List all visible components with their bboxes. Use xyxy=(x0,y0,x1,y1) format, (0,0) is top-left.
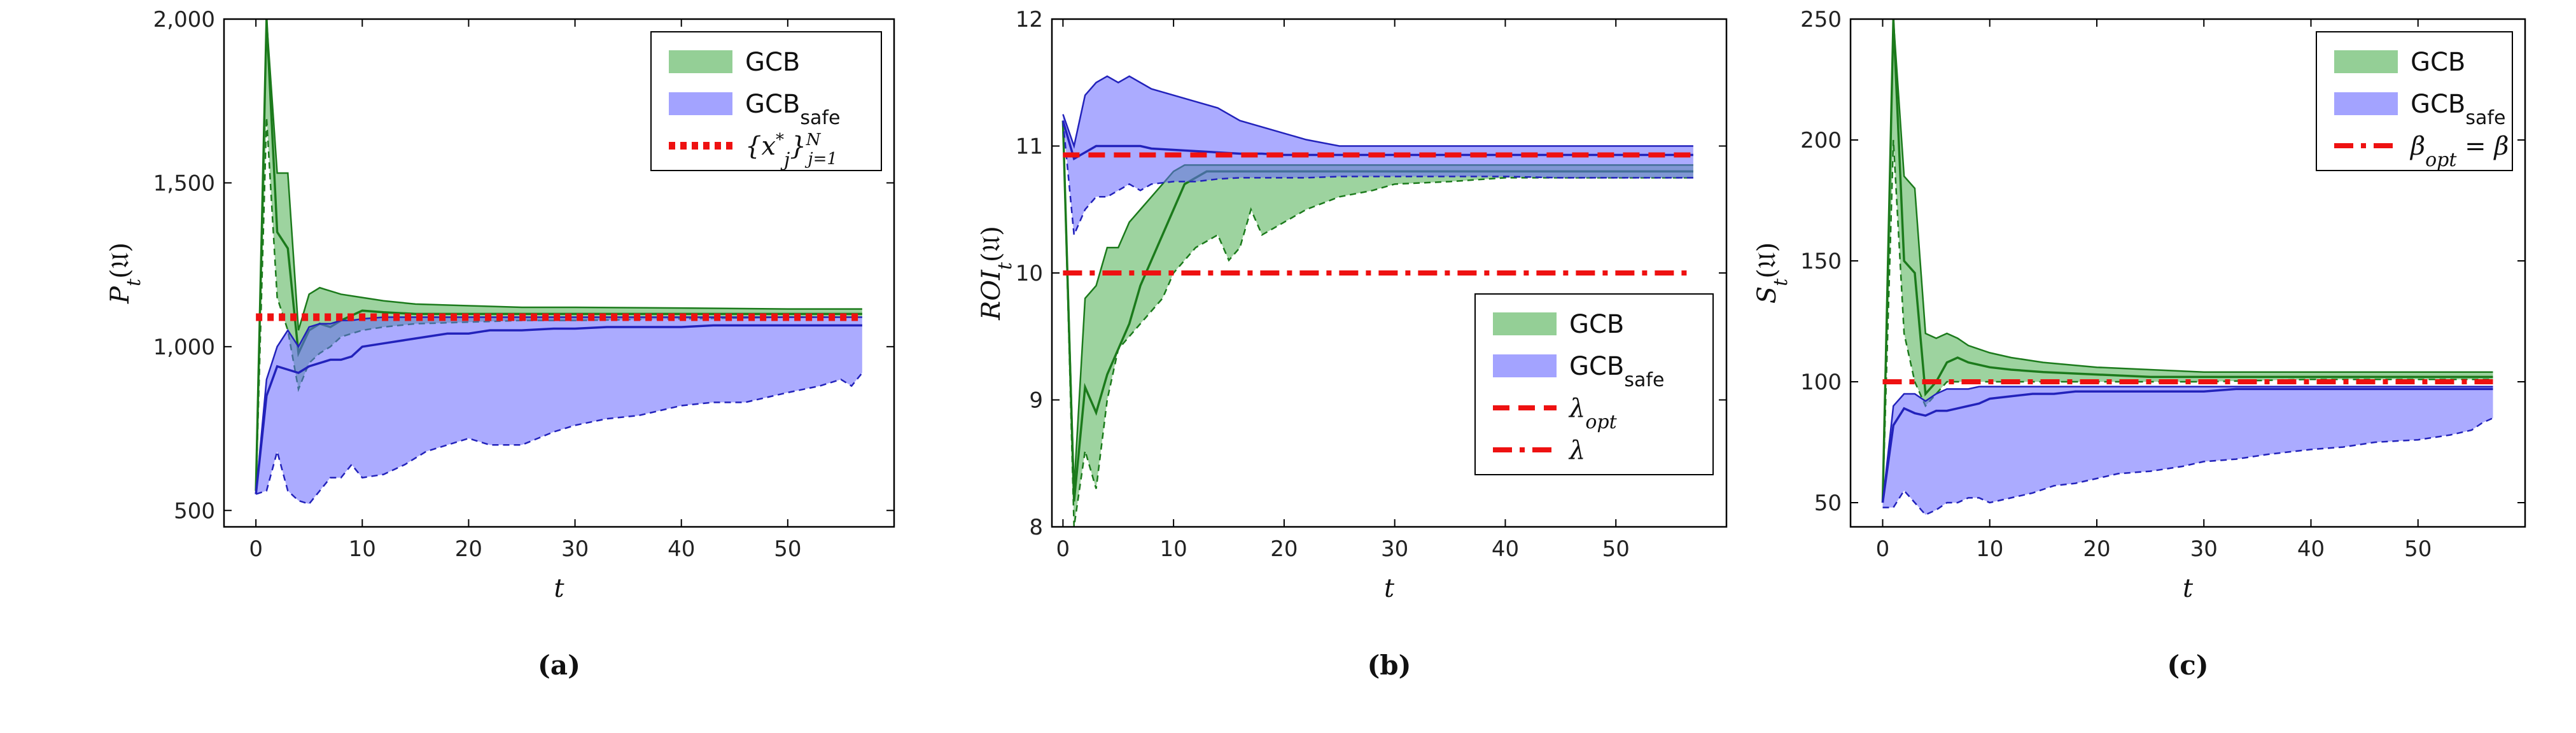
y-tick-label: 100 xyxy=(1800,370,1842,395)
x-tick-label: 10 xyxy=(1160,536,1187,562)
y-tick-label: 1,000 xyxy=(153,335,215,360)
legend-label: GCBsafe xyxy=(2411,90,2505,129)
axes-frame xyxy=(223,18,895,528)
chart-panel-a: 0 10 20 30 40 50 500 1,000 1,500 2,000 t Pt(𝔘) (a) GC… xyxy=(106,7,895,681)
panel-caption: (c) xyxy=(2167,650,2208,681)
chart-panel-b: 0 10 20 30 40 50 8 9 10 11 12 t ROIt(𝔘) (b) GCB GCBsafe… xyxy=(977,7,1728,681)
legend-entry: {x*j}N j=1 xyxy=(669,130,837,171)
legend-label: λ xyxy=(1568,436,1585,465)
x-tick-label: 20 xyxy=(455,536,482,562)
band-GCB_safe xyxy=(256,317,862,504)
x-tick-label: 0 xyxy=(1876,536,1890,562)
x-tick-label: 50 xyxy=(774,536,801,562)
legend-label: {x*j}N j=1 xyxy=(745,130,837,171)
legend-entry: GCB xyxy=(1493,310,1624,339)
y-tick-label: 11 xyxy=(1016,134,1043,160)
y-tick-label: 500 xyxy=(174,498,215,524)
plot-area xyxy=(255,19,863,505)
band-lower-GCB_safe xyxy=(1882,417,2494,516)
band-upper-GCB_safe xyxy=(1882,386,2493,503)
x-tick-label: 40 xyxy=(2297,536,2325,562)
y-tick-label: 1,500 xyxy=(153,171,215,196)
legend-entry: GCBsafe xyxy=(2334,90,2505,129)
x-tick-label: 0 xyxy=(249,536,263,562)
x-tick-label: 10 xyxy=(1976,536,2003,562)
legend-label: GCB xyxy=(1569,310,1624,339)
y-tick-label: 8 xyxy=(1029,515,1043,540)
plot-area xyxy=(1881,19,2494,516)
mean-line-GCB_safe xyxy=(1881,387,2493,503)
x-tick-label: 40 xyxy=(1492,536,1519,562)
y-tick-label: 10 xyxy=(1016,261,1043,286)
legend-label: GCB xyxy=(2411,48,2465,77)
legend-entry: GCB xyxy=(669,48,800,77)
y-axis-label: Pt(𝔘) xyxy=(106,242,145,304)
x-tick-label: 50 xyxy=(1602,536,1630,562)
legend-label: λopt xyxy=(1568,394,1618,433)
band-GCB xyxy=(1882,19,2493,503)
plot-area xyxy=(1061,75,1693,527)
legend-swatch xyxy=(1493,312,1557,335)
x-tick-label: 30 xyxy=(2190,536,2218,562)
x-tick-label: 10 xyxy=(349,536,376,562)
x-tick-label: 40 xyxy=(668,536,695,562)
legend-entry: λ xyxy=(1493,436,1585,465)
legend-swatch xyxy=(1493,354,1557,377)
legend-label: GCBsafe xyxy=(745,90,840,129)
band-lower-GCB xyxy=(1062,120,1693,527)
x-tick-label: 30 xyxy=(561,536,589,562)
band-upper-GCB xyxy=(1882,19,2493,503)
panel-caption: (a) xyxy=(538,650,580,681)
x-axis-label: t xyxy=(1384,574,1395,603)
y-axis-label: St(𝔘) xyxy=(1753,242,1792,304)
y-tick-label: 50 xyxy=(1814,491,1842,516)
legend-label: βopt = β xyxy=(2409,132,2509,171)
legend-entry: λopt xyxy=(1493,394,1618,433)
axes-frame xyxy=(1849,18,2526,528)
y-tick-label: 12 xyxy=(1016,7,1043,32)
y-axis-label: ROIt(𝔘) xyxy=(977,226,1016,321)
band-upper-GCB xyxy=(255,19,862,491)
y-tick-label: 150 xyxy=(1800,249,1842,274)
band-lower-GCB_safe xyxy=(255,372,863,505)
x-tick-label: 50 xyxy=(2404,536,2432,562)
legend-entry: GCB xyxy=(2334,48,2465,77)
y-tick-label: 250 xyxy=(1800,7,1842,32)
legend-label: GCB xyxy=(745,48,800,77)
x-axis-label: t xyxy=(554,574,564,603)
mean-line-GCB xyxy=(1881,19,2493,503)
legend-entry: GCBsafe xyxy=(1493,352,1664,391)
x-tick-label: 20 xyxy=(1270,536,1298,562)
x-axis-label: t xyxy=(2183,574,2194,603)
mean-line-GCB_safe xyxy=(255,324,862,494)
legend-swatch xyxy=(2334,50,2398,73)
legend-entry: βopt = β xyxy=(2334,132,2509,171)
legend-label: GCBsafe xyxy=(1569,352,1664,391)
chart-panel-c: 0 10 20 30 40 5050100150200250tSt(𝔘)(c)GCBGCB… xyxy=(1753,7,2526,681)
y-tick-label: 9 xyxy=(1029,388,1043,414)
x-tick-label: 0 xyxy=(1056,536,1070,562)
band-GCB xyxy=(1063,120,1693,527)
legend-entry: GCBsafe xyxy=(669,90,840,129)
x-tick-label: 20 xyxy=(2083,536,2110,562)
band-lower-GCB_safe xyxy=(1062,120,1693,239)
legend-swatch xyxy=(669,92,732,115)
y-tick-label: 2,000 xyxy=(153,7,215,32)
legend-swatch xyxy=(669,50,732,73)
band-GCB_safe xyxy=(1882,386,2493,515)
band-upper-GCB_safe xyxy=(1062,75,1693,150)
x-tick-label: 30 xyxy=(1381,536,1408,562)
y-tick-label: 200 xyxy=(1800,128,1842,153)
legend-swatch xyxy=(2334,92,2398,115)
legend: GCB GCBsafe{x*j}N j=1 xyxy=(650,31,882,171)
panel-caption: (b) xyxy=(1367,650,1411,681)
